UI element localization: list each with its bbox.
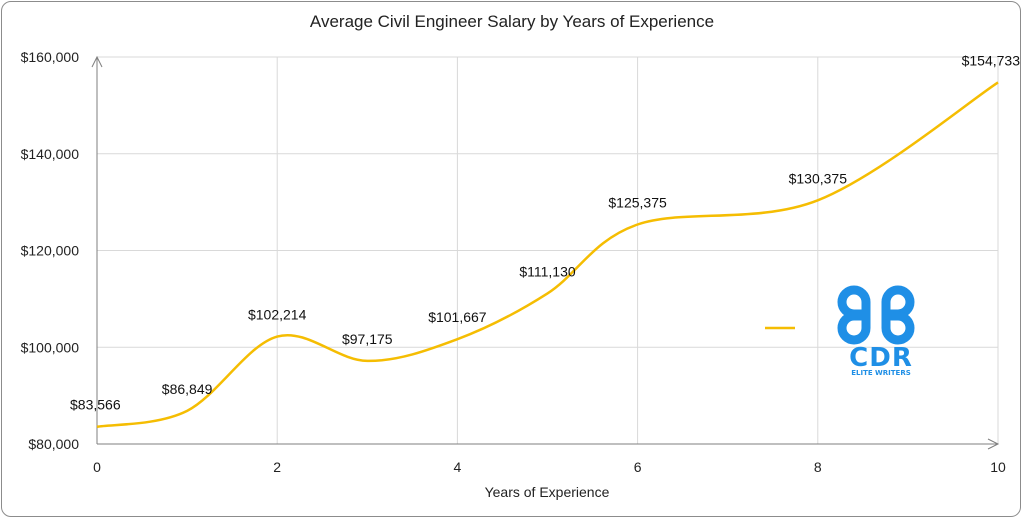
y-tick-label: $100,000	[21, 339, 80, 355]
data-label: $83,566	[70, 397, 121, 413]
data-labels: $83,566 $86,849 $102,214 $97,175 $101,667 $11…	[70, 52, 1020, 412]
data-label: $111,130	[519, 263, 576, 279]
axes	[91, 55, 1000, 450]
data-label: $97,175	[342, 331, 393, 347]
y-tick-label: $140,000	[21, 146, 80, 162]
logo-subtext: ELITE WRITERS	[851, 369, 911, 377]
logo-text: CDR	[849, 343, 913, 373]
data-label: $102,214	[248, 307, 307, 323]
y-tick-label: $120,000	[21, 243, 80, 259]
chart-title: Average Civil Engineer Salary by Years o…	[309, 12, 715, 31]
command-key-icon	[837, 285, 915, 345]
data-label: $86,849	[162, 381, 213, 397]
y-tick-labels: $80,000 $100,000 $120,000 $140,000 $160,000	[21, 49, 80, 452]
x-tick-labels: 0 2 4 6 8 10	[93, 459, 1006, 475]
data-label: $130,375	[789, 170, 848, 186]
data-label: $101,667	[428, 309, 487, 325]
y-tick-label: $80,000	[28, 436, 79, 452]
data-label: $125,375	[608, 194, 667, 210]
data-label: $154,733	[962, 52, 1021, 68]
x-tick-label: 0	[93, 459, 101, 475]
x-tick-label: 4	[454, 459, 462, 475]
y-tick-label: $160,000	[21, 49, 80, 65]
salary-series-line	[96, 81, 999, 428]
x-tick-label: 10	[990, 459, 1006, 475]
x-axis-title: Years of Experience	[485, 484, 610, 500]
x-tick-label: 8	[814, 459, 822, 475]
x-axis-arrow	[987, 438, 1000, 450]
grid-lines	[97, 56, 999, 444]
x-tick-label: 2	[273, 459, 281, 475]
y-axis-arrow	[91, 55, 103, 68]
x-tick-label: 6	[634, 459, 642, 475]
